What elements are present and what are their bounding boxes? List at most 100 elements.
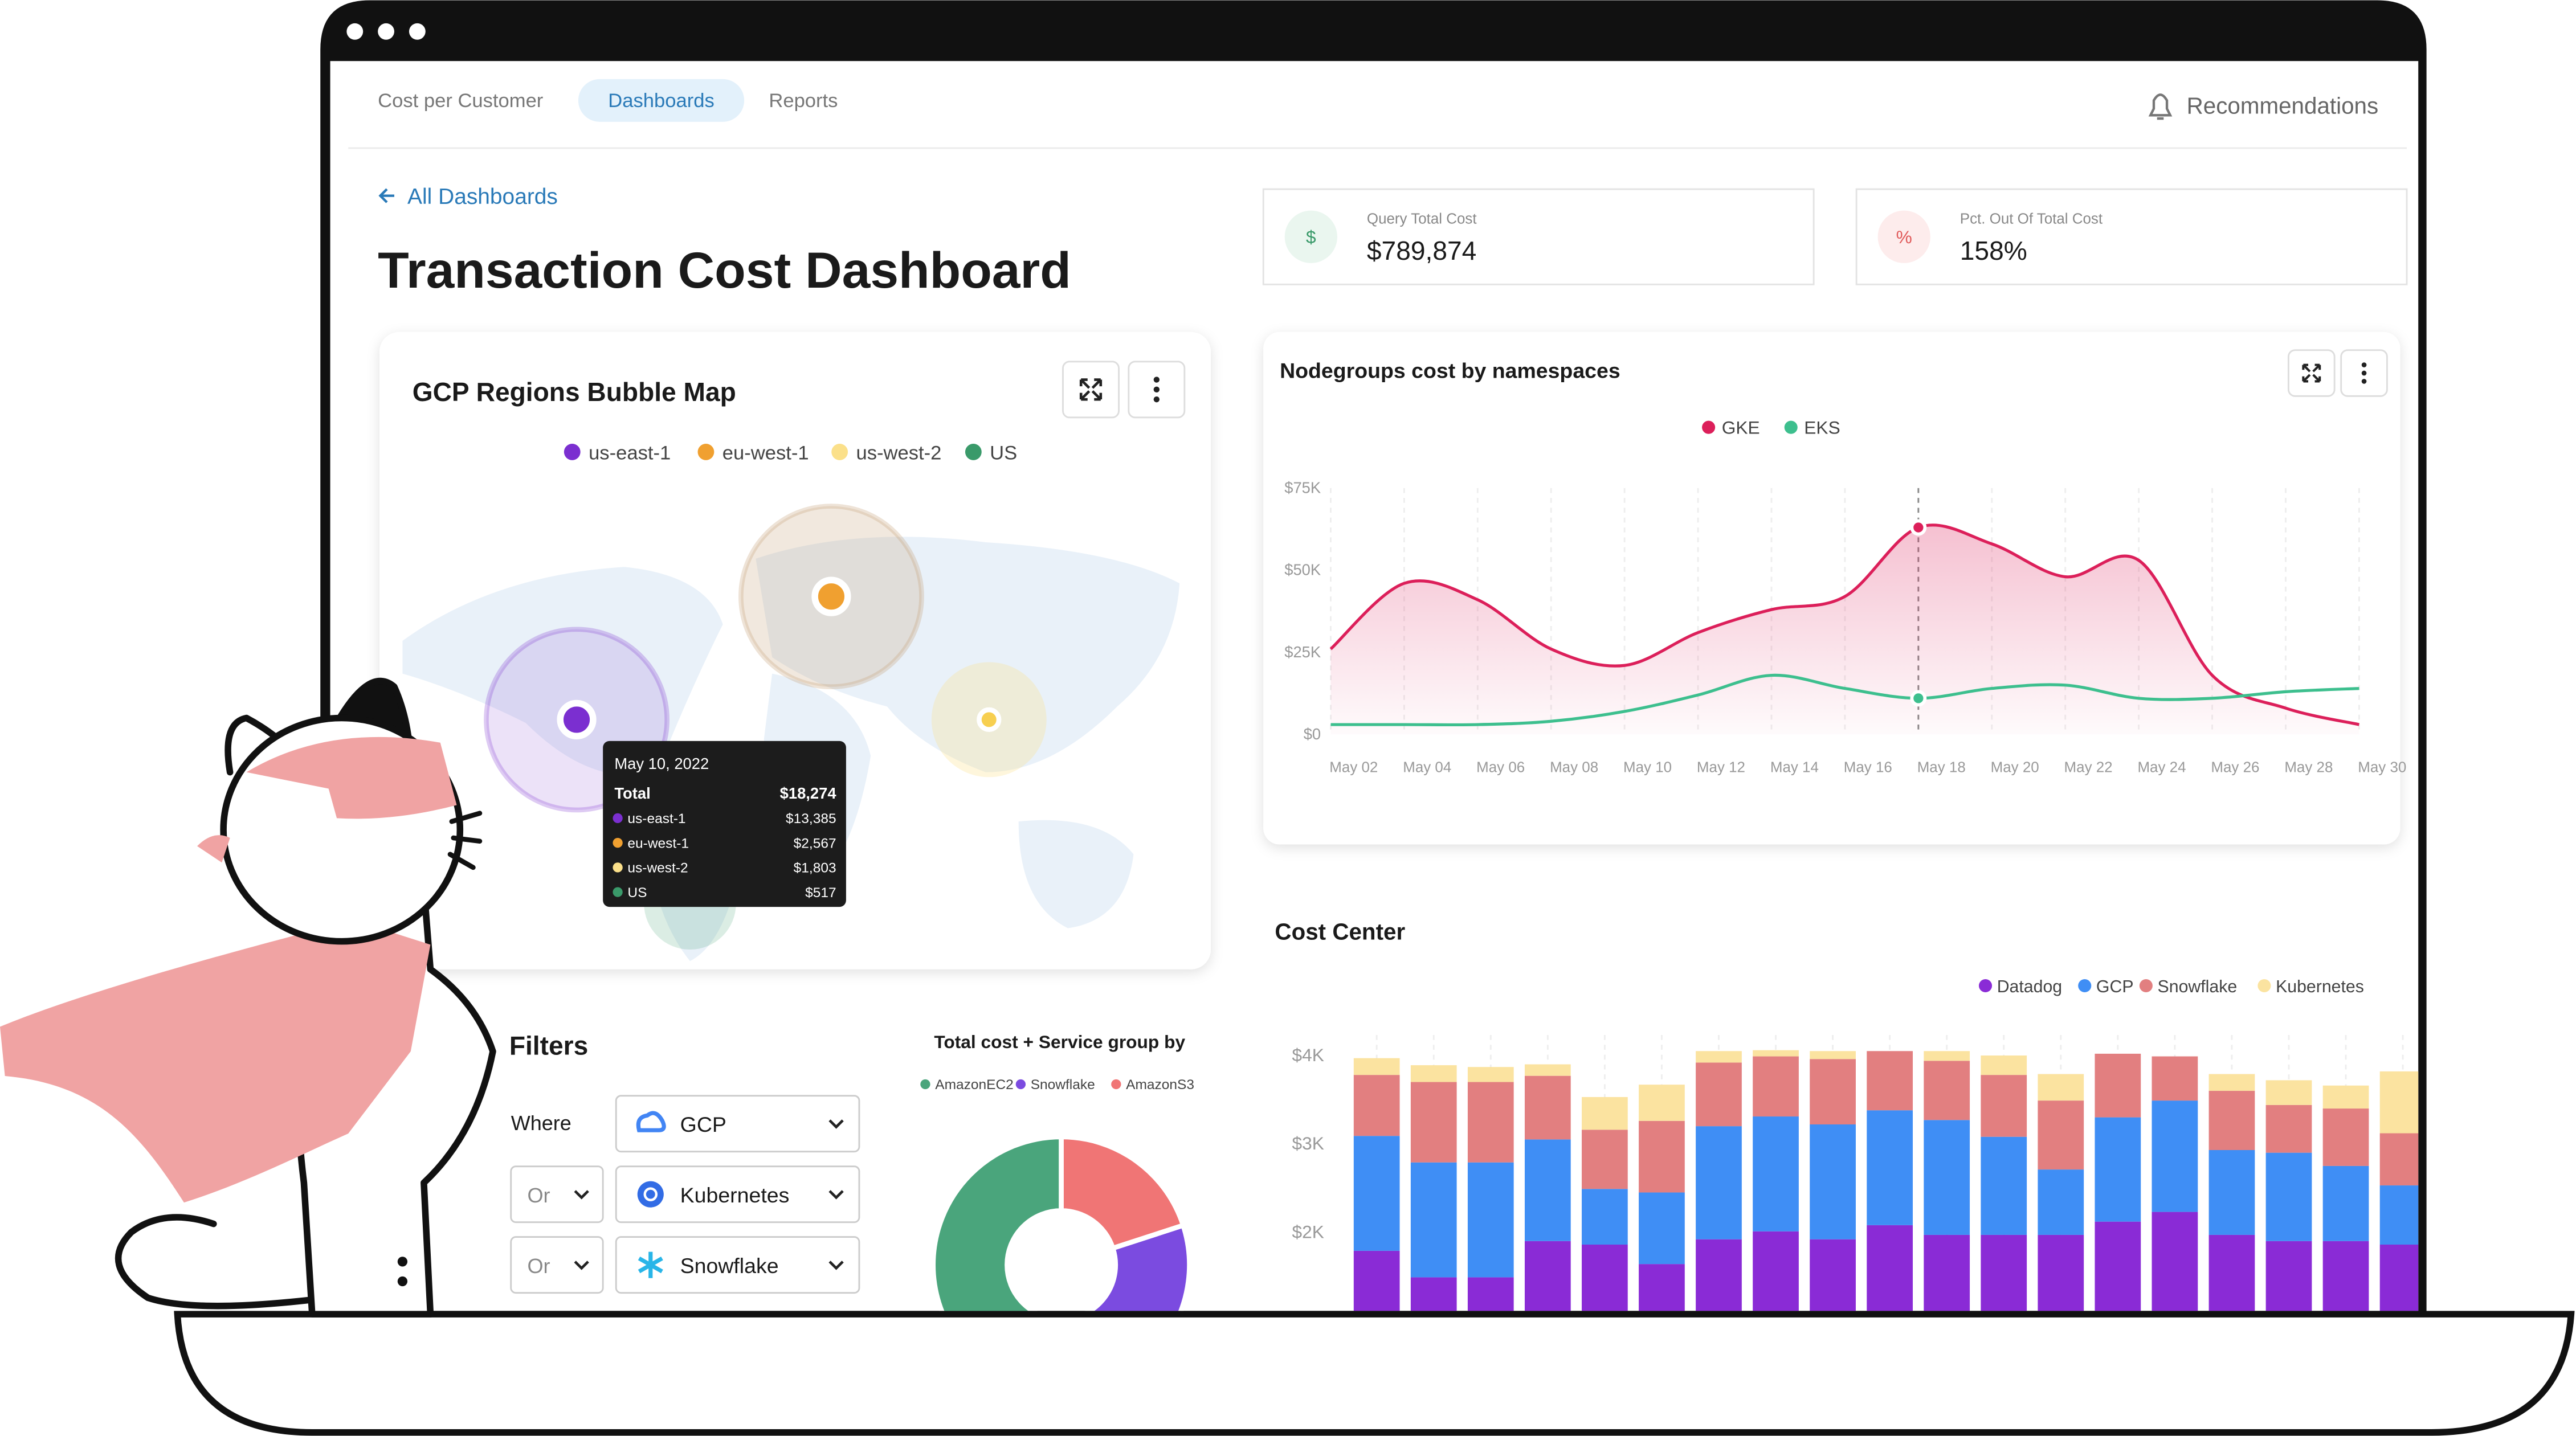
bar-segment	[1696, 1126, 1742, 1239]
menu-dot	[1153, 386, 1160, 393]
tooltip-row-name: US	[627, 885, 647, 901]
tooltip: May 10, 2022 Total $18,274 us-east-1 $13,…	[603, 740, 846, 907]
tooltip-row-name: us-west-2	[627, 861, 688, 876]
filter-select[interactable]	[615, 1095, 860, 1153]
back-link[interactable]: All Dashboards	[407, 185, 558, 209]
y-tick-label: $0	[1304, 725, 1321, 743]
legend-swatch	[2078, 979, 2092, 993]
tooltip-total-label: Total	[614, 784, 650, 802]
bar-segment	[2208, 1091, 2255, 1150]
tooltip-row-name: us-east-1	[627, 811, 685, 827]
recommendations[interactable]: Recommendations	[2187, 92, 2379, 118]
legend-swatch	[920, 1079, 930, 1090]
bar-segment	[2095, 1221, 2141, 1311]
back-arrow[interactable]	[378, 188, 394, 203]
bar-segment	[1639, 1085, 1685, 1121]
filter-op-select[interactable]	[510, 1165, 604, 1224]
menu-dot	[1153, 377, 1160, 383]
filter-select[interactable]	[615, 1236, 860, 1294]
legend-swatch	[697, 443, 715, 460]
bell-icon[interactable]	[2148, 93, 2173, 120]
window-dot	[378, 23, 394, 40]
bar-segment	[1524, 1241, 1571, 1311]
tooltip-bg	[603, 740, 846, 907]
legend-label: Datadog	[1997, 977, 2062, 996]
bar-segment	[1753, 1116, 1799, 1232]
bar-segment	[1353, 1075, 1400, 1136]
bar-segment	[1924, 1051, 1970, 1061]
bar-segment	[1353, 1058, 1400, 1075]
legend-swatch	[1978, 979, 1993, 993]
bar-segment	[1353, 1250, 1400, 1311]
menu-dot	[1153, 396, 1160, 403]
gcp-icon	[636, 1111, 666, 1132]
bar-segment	[2038, 1234, 2084, 1311]
bar-segment	[1467, 1067, 1514, 1082]
filters-title: Filters	[509, 1031, 588, 1061]
cat-scarf	[197, 835, 230, 863]
window-dot	[409, 23, 426, 40]
bar-segment	[1467, 1162, 1514, 1278]
tooltip-row-value: $1,803	[794, 861, 836, 876]
bar-segment	[1582, 1189, 1628, 1245]
x-tick-label: May 02	[1329, 760, 1378, 776]
bar-segment	[1467, 1082, 1514, 1163]
bar-segment	[1753, 1231, 1799, 1311]
cat-mask	[246, 737, 457, 819]
bar-segment	[2208, 1149, 2255, 1235]
tooltip-row-value: $517	[805, 885, 836, 901]
bar-segment	[2265, 1080, 2312, 1105]
tooltip-total: $18,274	[780, 784, 837, 802]
expand-button[interactable]	[1062, 361, 1120, 419]
bar-segment	[2095, 1117, 2141, 1222]
bar-segment	[1582, 1245, 1628, 1311]
filter-op-select[interactable]	[510, 1236, 604, 1294]
y-tick-label: $25K	[1284, 643, 1321, 661]
legend-label: eu-west-1	[722, 442, 809, 464]
kubernetes-wheel	[643, 1187, 658, 1201]
x-tick-label: May 10	[1623, 760, 1672, 776]
bar-segment	[1410, 1082, 1457, 1163]
y-tick-label: $4K	[1292, 1045, 1324, 1065]
bar-segment	[2322, 1108, 2369, 1166]
cat-cape	[0, 920, 431, 1203]
bar-segment	[2152, 1056, 2198, 1101]
bar-segment	[2322, 1241, 2369, 1311]
tooltip-swatch	[613, 862, 623, 873]
legend-label: GCP	[2096, 977, 2134, 996]
filter-value: Snowflake	[680, 1254, 779, 1278]
nav-tab[interactable]: Dashboards	[608, 90, 714, 112]
chevron	[828, 1190, 844, 1200]
legend-swatch	[1015, 1079, 1026, 1090]
legend-label: Snowflake	[1031, 1077, 1095, 1093]
bar-segment	[2208, 1234, 2255, 1311]
filters: Where GCP Or Kubernetes Or Snowflake	[510, 1095, 860, 1294]
bar-segment	[1867, 1225, 1913, 1311]
chevron	[828, 1261, 844, 1270]
kpi-icon-bg	[1877, 210, 1930, 263]
bar-segment	[1353, 1136, 1400, 1251]
laptop-base	[174, 1311, 2575, 1436]
tooltip-swatch	[613, 813, 623, 824]
x-tick-label: May 06	[1476, 760, 1525, 776]
bar-segment	[1524, 1139, 1571, 1241]
bar-segment	[1696, 1239, 1742, 1311]
nav-tab[interactable]: Reports	[769, 90, 838, 112]
x-tick-label: May 12	[1697, 760, 1745, 776]
screen-content: Cost per Customer Dashboards Reports Rec…	[348, 79, 2419, 1311]
filter-select[interactable]	[615, 1165, 860, 1224]
page-title: Transaction Cost Dashboard	[378, 242, 1071, 298]
cat-mascot	[0, 677, 496, 1318]
chart-title: Cost Center	[1275, 919, 1405, 945]
expand-button[interactable]	[2287, 349, 2336, 397]
y-tick-label: $75K	[1284, 478, 1321, 496]
legend-label: US	[990, 442, 1017, 464]
x-tick-label: May 04	[1403, 760, 1451, 776]
chart-title: Total cost + Service group by	[934, 1032, 1185, 1052]
bar-segment	[2038, 1074, 2084, 1101]
legend-swatch	[564, 443, 581, 460]
nav-tab[interactable]: Cost per Customer	[378, 90, 543, 112]
donut-slice	[930, 1134, 1064, 1311]
window-dot	[346, 23, 364, 40]
kpi-label: Pct. Out Of Total Cost	[1960, 211, 2103, 227]
